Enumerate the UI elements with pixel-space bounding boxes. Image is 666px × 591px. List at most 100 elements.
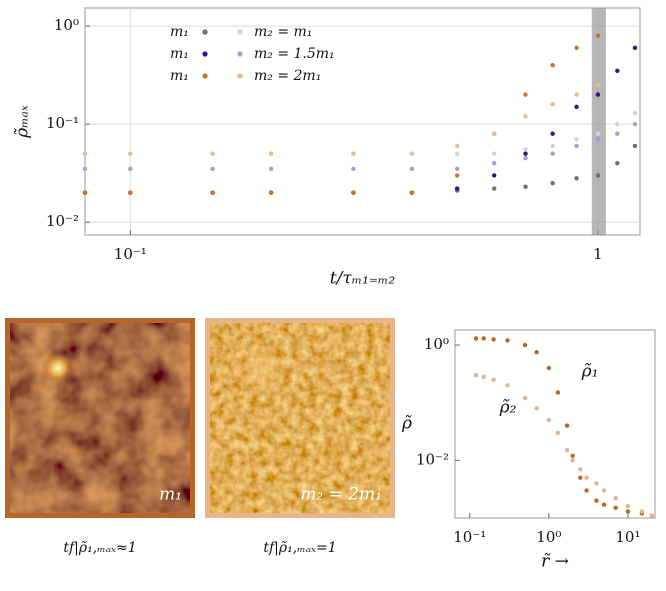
plot-area xyxy=(454,329,656,519)
point xyxy=(570,453,575,458)
point xyxy=(564,423,570,428)
point xyxy=(632,143,638,149)
point xyxy=(128,166,133,172)
point xyxy=(505,338,510,343)
point xyxy=(632,110,638,116)
panel-caption: tf|ρ̃₁,ₘₐₓ=1 xyxy=(263,540,336,556)
point xyxy=(615,121,620,127)
point xyxy=(492,186,497,191)
point xyxy=(351,166,356,172)
point xyxy=(522,342,528,348)
point xyxy=(534,350,539,355)
point xyxy=(454,151,460,156)
x-tick-label: 10⁻¹ xyxy=(114,245,147,263)
point xyxy=(584,488,589,493)
point xyxy=(82,151,88,156)
highlight-band xyxy=(591,8,606,235)
point xyxy=(128,190,133,195)
point xyxy=(601,502,607,507)
point xyxy=(82,166,88,172)
point xyxy=(268,190,274,195)
y-tick-label: 10⁻¹ xyxy=(46,114,79,132)
y-axis-label: ρ̃ₘₐₓ xyxy=(13,105,33,139)
point xyxy=(351,190,356,195)
point xyxy=(555,390,561,395)
point xyxy=(505,383,510,388)
heatmap-noise xyxy=(10,323,190,513)
point xyxy=(546,365,552,371)
y-axis-label: ρ̃ xyxy=(401,414,412,434)
point xyxy=(594,481,599,486)
point xyxy=(546,417,552,423)
x-axis-label: r̃ → xyxy=(541,552,569,572)
x-tick-label: 10⁰ xyxy=(536,528,561,546)
legend-label: m₂ = 1.5m₁ xyxy=(254,46,335,62)
point xyxy=(613,505,618,511)
point xyxy=(534,406,539,411)
point xyxy=(594,498,599,503)
panel-label: m₂ = 2m₁ xyxy=(300,485,382,505)
point xyxy=(578,467,583,472)
legend-marker xyxy=(202,51,208,57)
point xyxy=(268,151,274,156)
point xyxy=(625,504,631,509)
point xyxy=(128,151,133,156)
x-axis-label: t/τₘ₁₌ₘ₂ xyxy=(330,269,396,289)
point xyxy=(615,68,620,74)
legend-marker xyxy=(237,51,243,57)
point xyxy=(564,447,570,453)
point xyxy=(473,372,479,378)
point xyxy=(595,137,601,142)
x-tick-label: 10¹ xyxy=(615,528,640,546)
point xyxy=(523,92,528,97)
point xyxy=(632,121,638,127)
point xyxy=(454,173,460,178)
point xyxy=(523,151,528,156)
panel-a: m₁ tf|ρ̃₁,ₘₐₓ≈1 xyxy=(5,318,195,556)
point xyxy=(570,458,575,463)
point xyxy=(454,186,460,191)
point xyxy=(82,190,88,195)
point xyxy=(523,114,528,119)
point xyxy=(492,131,497,136)
point xyxy=(491,337,496,342)
chart: 10⁻² 10⁻¹ 10⁰ 10⁻¹ 1 m₁ m₂ = m₁ m₁ m₂ = 1.5m₁ m₁ m… xyxy=(13,7,641,289)
point xyxy=(550,101,555,107)
point xyxy=(601,488,607,493)
point xyxy=(409,166,415,172)
point xyxy=(351,151,356,156)
point xyxy=(409,151,415,156)
point xyxy=(523,147,528,152)
point xyxy=(584,475,589,480)
point xyxy=(615,131,620,136)
point xyxy=(492,173,497,178)
legend-marker xyxy=(202,29,208,35)
point xyxy=(550,151,555,156)
point xyxy=(523,184,528,189)
point xyxy=(491,377,496,382)
point xyxy=(210,151,215,156)
point xyxy=(481,374,486,380)
point xyxy=(550,143,555,149)
point xyxy=(555,430,561,436)
point xyxy=(523,155,528,161)
y-tick-label: 10⁰ xyxy=(54,16,79,34)
point xyxy=(550,180,555,186)
legend-marker xyxy=(237,73,243,79)
point xyxy=(578,475,583,480)
legend-label: m₂ = 2m₁ xyxy=(254,68,321,84)
panel-label: m₁ xyxy=(159,485,182,505)
point xyxy=(625,509,631,514)
plot-area xyxy=(84,7,641,236)
point xyxy=(613,496,618,501)
point xyxy=(615,160,620,166)
legend-label: m₁ xyxy=(170,24,189,40)
point xyxy=(522,395,528,401)
point xyxy=(574,45,579,51)
point xyxy=(595,82,601,88)
point xyxy=(268,166,274,172)
point xyxy=(639,509,645,514)
point xyxy=(574,92,579,97)
y-tick-label: 10⁰ xyxy=(424,335,449,353)
